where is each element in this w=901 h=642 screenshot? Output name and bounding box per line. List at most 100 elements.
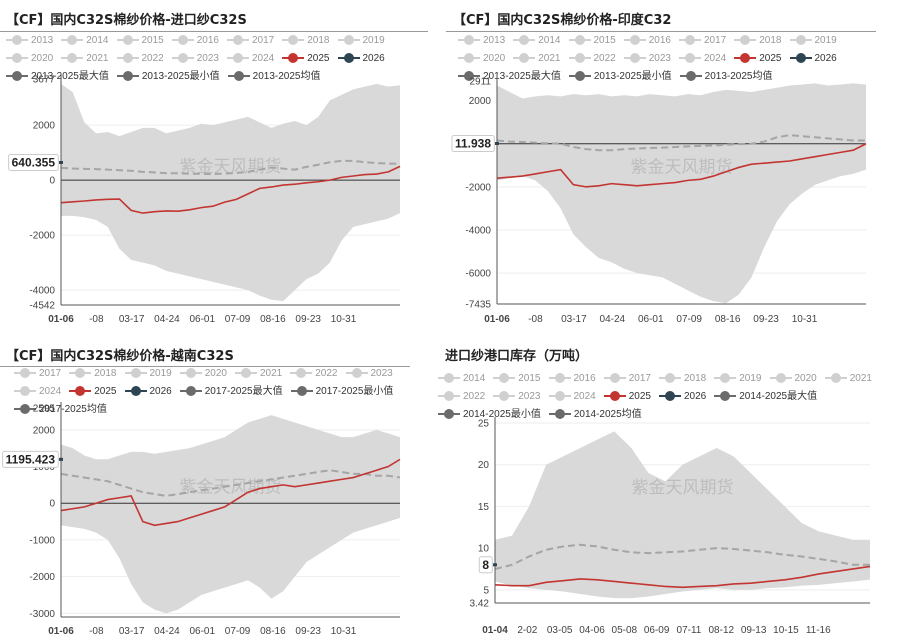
legend-item[interactable]: 2015 bbox=[493, 370, 541, 388]
legend-item[interactable]: 2017 bbox=[227, 32, 274, 50]
legend-item[interactable]: 2019 bbox=[124, 365, 172, 383]
legend-swatch bbox=[124, 386, 147, 397]
legend-item[interactable]: 2013-2025最大值 bbox=[6, 68, 109, 86]
legend-item[interactable]: 2013-2025均值 bbox=[679, 68, 772, 86]
legend-item[interactable]: 2026 bbox=[124, 383, 172, 401]
legend-item[interactable]: 2014 bbox=[438, 370, 485, 388]
chart-legend: 2014 2015 2016 2017 2018 2019 2020 2021 2022 2023… bbox=[438, 370, 898, 424]
x-tick-label: 01-06 bbox=[48, 314, 74, 325]
legend-item[interactable]: 2020 bbox=[179, 365, 227, 383]
legend-item[interactable]: 2014 bbox=[61, 32, 109, 50]
legend-item[interactable]: 2013 bbox=[458, 32, 505, 50]
legend-swatch bbox=[116, 71, 139, 82]
x-tick-label: 08-16 bbox=[260, 626, 286, 637]
legend-item[interactable]: 2025 bbox=[69, 383, 117, 401]
legend-item[interactable]: 2015 bbox=[116, 32, 164, 50]
legend-item[interactable]: 2014-2025最小值 bbox=[438, 406, 541, 424]
current-value-label: 1195.423 bbox=[6, 452, 56, 466]
legend-swatch bbox=[458, 71, 480, 82]
legend-item[interactable]: 2014-2025均值 bbox=[548, 406, 642, 424]
x-tick-label: 08-16 bbox=[260, 314, 286, 325]
legend-label: 2023 bbox=[648, 53, 671, 64]
legend-item[interactable]: 2016 bbox=[548, 370, 596, 388]
legend-swatch bbox=[513, 53, 536, 64]
x-tick-label: 09-23 bbox=[295, 314, 321, 325]
legend-item[interactable]: 2019 bbox=[789, 32, 837, 50]
legend-item[interactable]: 2024 bbox=[679, 50, 726, 68]
legend-swatch bbox=[493, 391, 516, 402]
x-tick-label: 03-05 bbox=[547, 625, 573, 636]
legend-item[interactable]: 2022 bbox=[568, 50, 616, 68]
legend-item[interactable]: 2022 bbox=[116, 50, 164, 68]
x-tick-label: -08 bbox=[528, 314, 543, 325]
legend-label: 2014 bbox=[463, 373, 486, 384]
legend-item[interactable]: 2024 bbox=[14, 383, 61, 401]
legend-item[interactable]: 2022 bbox=[438, 388, 485, 406]
legend-item[interactable]: 2017 bbox=[679, 32, 726, 50]
legend-item[interactable]: 2022 bbox=[290, 365, 338, 383]
legend-label: 2013-2025最大值 bbox=[483, 71, 561, 82]
legend-swatch bbox=[6, 53, 28, 64]
legend-label: 2021 bbox=[260, 368, 283, 379]
legend-item[interactable]: 2025 bbox=[282, 50, 330, 68]
legend-item[interactable]: 2013-2025最小值 bbox=[116, 68, 220, 86]
legend-item[interactable]: 2023 bbox=[493, 388, 541, 406]
legend-item[interactable]: 2025 bbox=[734, 50, 782, 68]
legend-item[interactable]: 2024 bbox=[548, 388, 596, 406]
legend-label: 2018 bbox=[759, 35, 782, 46]
legend-item[interactable]: 2016 bbox=[171, 32, 219, 50]
legend-item[interactable]: 2017-2025最小值 bbox=[290, 383, 393, 401]
legend-item[interactable]: 2017-2025最大值 bbox=[179, 383, 283, 401]
legend-item[interactable]: 2019 bbox=[714, 370, 762, 388]
legend-swatch bbox=[438, 373, 460, 384]
legend-item[interactable]: 2021 bbox=[513, 50, 561, 68]
legend-label: 2021 bbox=[86, 53, 109, 64]
legend-item[interactable]: 2013 bbox=[6, 32, 53, 50]
legend-item[interactable]: 2017 bbox=[603, 370, 651, 388]
legend-swatch bbox=[548, 373, 571, 384]
legend-item[interactable]: 2014 bbox=[513, 32, 561, 50]
legend-swatch bbox=[282, 53, 305, 64]
y-tick-label: 25 bbox=[478, 419, 490, 430]
range-band bbox=[497, 83, 866, 304]
legend-item[interactable]: 2020 bbox=[458, 50, 505, 68]
legend-swatch bbox=[513, 35, 536, 46]
legend-item[interactable]: 2017 bbox=[14, 365, 61, 383]
legend-item[interactable]: 2020 bbox=[6, 50, 53, 68]
legend-label: 2016 bbox=[648, 35, 671, 46]
legend-item[interactable]: 2018 bbox=[734, 32, 782, 50]
legend-item[interactable]: 2013-2025最大值 bbox=[458, 68, 561, 86]
legend-item[interactable]: 2020 bbox=[769, 370, 817, 388]
legend-item[interactable]: 2018 bbox=[282, 32, 330, 50]
y-tick-label: 5 bbox=[483, 585, 489, 596]
legend-item[interactable]: 2018 bbox=[69, 365, 117, 383]
legend-item[interactable]: 2025 bbox=[603, 388, 651, 406]
legend-item[interactable]: 2016 bbox=[623, 32, 671, 50]
legend-item[interactable]: 2017-2025均值 bbox=[14, 401, 107, 419]
legend-item[interactable]: 2023 bbox=[171, 50, 219, 68]
legend-label: 2022 bbox=[141, 53, 164, 64]
range-band bbox=[61, 83, 400, 302]
legend-item[interactable]: 2018 bbox=[659, 370, 706, 388]
mean-line bbox=[60, 159, 400, 176]
legend-item[interactable]: 2023 bbox=[345, 365, 393, 383]
legend-item[interactable]: 2013-2025均值 bbox=[227, 68, 320, 86]
legend-item[interactable]: 2021 bbox=[824, 370, 872, 388]
chart-title: 【CF】国内C32S棉纱价格-印度C32 bbox=[453, 13, 672, 28]
legend-item[interactable]: 2026 bbox=[789, 50, 837, 68]
legend-item[interactable]: 2021 bbox=[61, 50, 109, 68]
x-tick-label: 07-09 bbox=[225, 314, 251, 325]
legend-item[interactable]: 2026 bbox=[659, 388, 706, 406]
current-value-box bbox=[2, 450, 59, 468]
legend-item[interactable]: 2024 bbox=[227, 50, 274, 68]
legend-item[interactable]: 2014-2025最大值 bbox=[714, 388, 817, 406]
legend-item[interactable]: 2021 bbox=[235, 365, 282, 383]
legend-item[interactable]: 2026 bbox=[337, 50, 385, 68]
legend-label: 2015 bbox=[593, 35, 616, 46]
legend-item[interactable]: 2023 bbox=[623, 50, 671, 68]
legend-label: 2024 bbox=[39, 386, 62, 397]
legend-item[interactable]: 2013-2025最小值 bbox=[568, 68, 672, 86]
mean-line bbox=[496, 134, 866, 152]
legend-item[interactable]: 2019 bbox=[337, 32, 385, 50]
legend-item[interactable]: 2015 bbox=[568, 32, 616, 50]
